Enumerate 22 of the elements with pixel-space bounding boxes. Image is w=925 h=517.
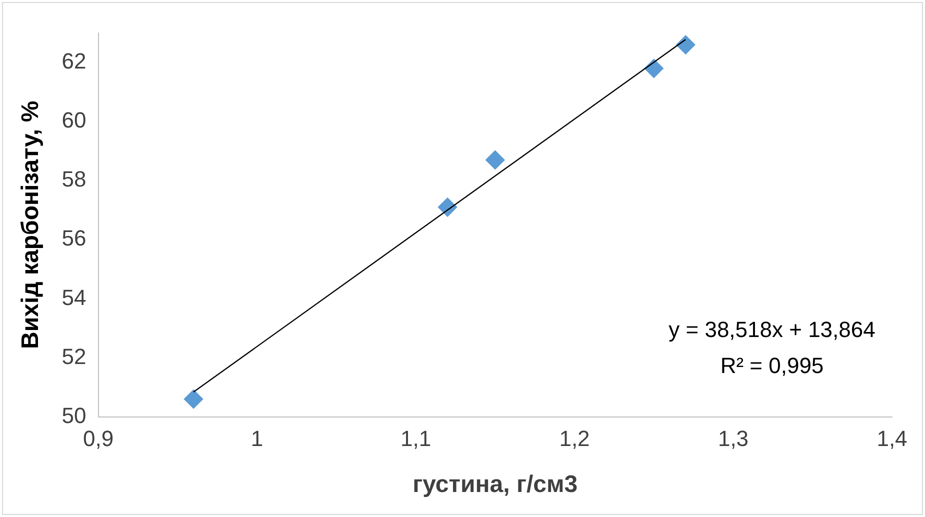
annotation: y = 38,518x + 13,864 [668,316,876,342]
point [438,198,458,217]
y-tick-label: 52 [62,344,86,369]
x-tick-label: 1,1 [400,426,432,452]
y-tick-label: 50 [62,402,86,428]
x-tick-label: 1,4 [876,426,908,452]
x-axis-title: густина, г/см3 [412,471,578,498]
y-axis-title: Вихід карбонізату, % [17,100,44,349]
point [486,150,505,170]
y-tick-label: 54 [62,284,86,310]
annotation: R² = 0,995 [720,352,824,378]
point [184,389,204,409]
x-tick-label: 1 [250,426,264,452]
y-tick-label: 60 [62,108,86,133]
y-tick-label: 56 [62,226,86,251]
y-tick-label: 58 [62,166,86,192]
x-tick-label: 1,3 [718,426,749,452]
point [644,58,664,78]
point [676,35,696,54]
y-tick-label: 62 [62,48,86,74]
x-tick-label: 0,9 [82,426,114,452]
x-tick-label: 1,2 [559,426,590,452]
